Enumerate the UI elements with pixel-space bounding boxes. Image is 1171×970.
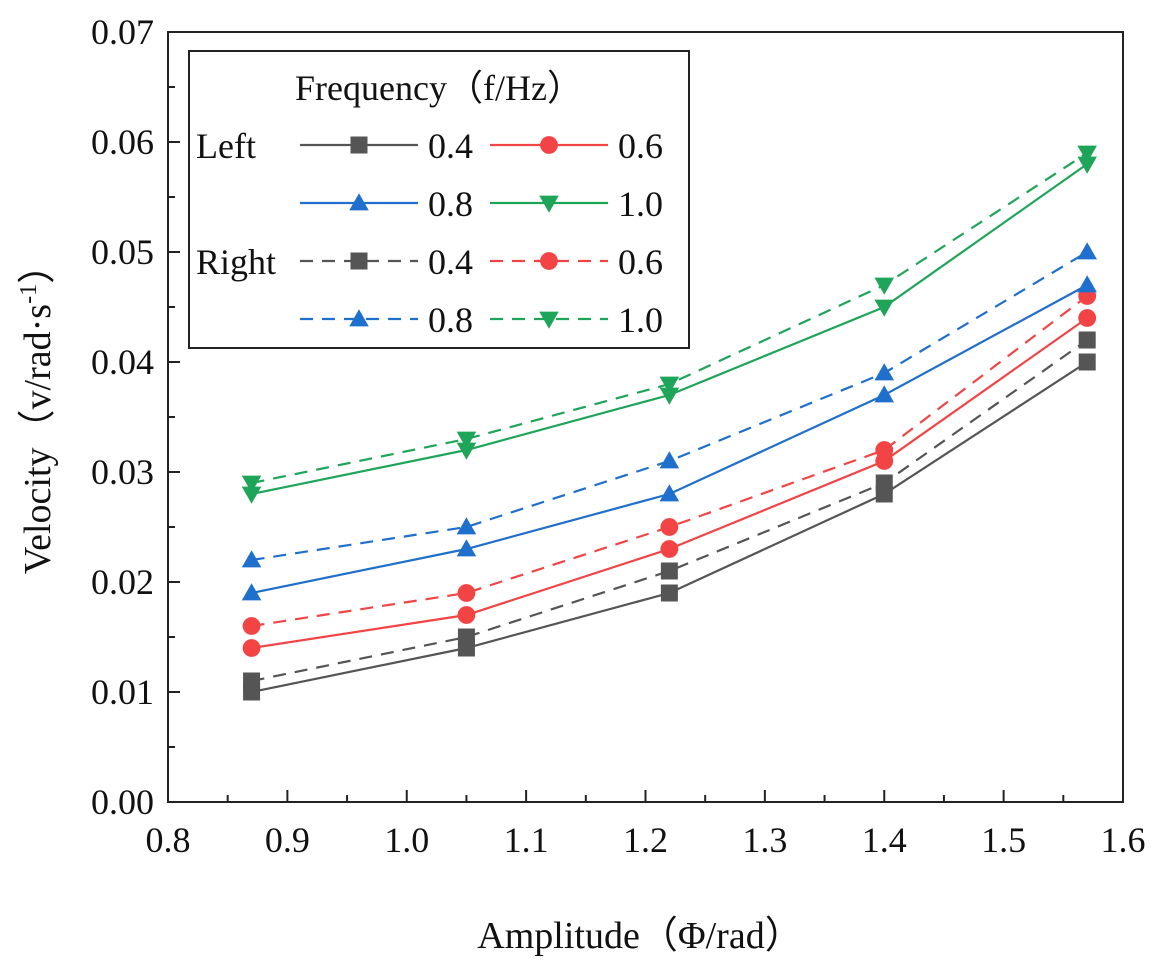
x-tick-label: 1.6 — [1101, 820, 1146, 860]
data-point — [457, 639, 475, 657]
series-right-1-0 — [241, 145, 1097, 493]
legend-label: 0.6 — [618, 242, 663, 282]
data-point — [1077, 242, 1097, 260]
x-tick-label: 0.9 — [265, 820, 310, 860]
y-tick-label: 0.05 — [91, 232, 154, 272]
series-left-0-4 — [243, 353, 1096, 701]
data-point — [1078, 309, 1097, 327]
data-point — [241, 486, 262, 504]
data-point — [456, 442, 477, 460]
data-point — [457, 606, 476, 624]
data-point — [456, 431, 477, 449]
axes: 0.8 0.9 1.0 1.1 1.2 1.3 1.4 1.5 1.6 0.00 0.01 0.02 0… — [91, 12, 1146, 860]
data-point — [874, 277, 895, 295]
legend-entry-left-0-4: 0.4 — [300, 126, 473, 166]
series-left-0-8 — [241, 275, 1097, 601]
data-point — [1078, 331, 1096, 349]
data-point — [659, 376, 680, 394]
y-tick-label: 0.01 — [91, 672, 154, 712]
data-point — [241, 583, 262, 601]
legend-marker — [349, 309, 369, 327]
data-point — [1078, 353, 1096, 371]
data-point — [660, 540, 679, 558]
legend-entry-left-0-8: 0.8 — [300, 184, 473, 224]
x-tick-label: 1.5 — [981, 820, 1026, 860]
legend-entry-right-0-4: 0.4 — [300, 242, 473, 282]
x-tick-label: 1.4 — [862, 820, 907, 860]
legend-marker — [540, 136, 558, 154]
series-right-0-8 — [241, 242, 1097, 568]
data-point — [660, 584, 678, 602]
y-tick-label: 0.07 — [91, 12, 154, 52]
x-tick-label: 1.1 — [504, 820, 549, 860]
data-point — [242, 639, 261, 657]
legend-marker — [350, 136, 368, 154]
data-point — [457, 584, 476, 602]
y-tick-label: 0.03 — [91, 452, 154, 492]
y-tick-label: 0.04 — [91, 342, 154, 382]
data-point — [874, 299, 895, 317]
data-point — [241, 475, 262, 493]
x-tick-label: 1.3 — [742, 820, 787, 860]
data-point — [660, 518, 679, 536]
legend-group-right: Right — [196, 242, 276, 282]
legend-group-left: Left — [196, 126, 256, 166]
y-axis-title-end: ） — [17, 246, 59, 284]
data-point — [875, 452, 894, 470]
data-point — [874, 363, 895, 381]
legend-entry-right-0-6: 0.6 — [490, 242, 663, 282]
legend: Frequency（f/Hz） Left Right 0.4 0.6 0.8 1.0 0.4 0… — [188, 50, 690, 349]
legend-marker — [540, 252, 558, 270]
y-axis-title: Velocity（v/rad·s-1） — [16, 246, 59, 574]
legend-entry-left-1-0: 1.0 — [490, 184, 663, 224]
data-point — [1077, 275, 1097, 293]
legend-entry-right-1-0: 1.0 — [490, 300, 663, 340]
data-point — [659, 451, 680, 469]
data-point — [875, 485, 893, 503]
y-axis-title-superscript: -1 — [16, 284, 42, 304]
data-point — [660, 562, 678, 580]
legend-label: 1.0 — [618, 300, 663, 340]
data-point — [241, 550, 262, 568]
data-point — [659, 484, 680, 502]
legend-entry-left-0-6: 0.6 — [490, 126, 663, 166]
legend-label: 0.4 — [428, 126, 473, 166]
legend-marker — [350, 252, 368, 270]
legend-label: 0.8 — [428, 300, 473, 340]
legend-marker — [539, 311, 559, 329]
series-left-1-0 — [241, 156, 1097, 504]
legend-marker — [539, 195, 559, 213]
data-point — [242, 617, 261, 635]
legend-label: 0.6 — [618, 126, 663, 166]
y-axis-title-main: Velocity（v/rad·s — [17, 304, 59, 574]
x-axis-title: Amplitude（Φ/rad） — [477, 915, 802, 957]
data-point — [456, 517, 477, 535]
data-point — [1077, 145, 1097, 163]
legend-label: 1.0 — [618, 184, 663, 224]
data-point — [243, 683, 261, 701]
legend-entry-right-0-8: 0.8 — [300, 300, 473, 340]
y-tick-label: 0.00 — [91, 782, 154, 822]
legend-label: 0.4 — [428, 242, 473, 282]
x-tick-label: 1.0 — [384, 820, 429, 860]
legend-label: 0.8 — [428, 184, 473, 224]
data-point — [874, 385, 895, 403]
y-tick-label: 0.02 — [91, 562, 154, 602]
x-tick-label: 0.8 — [146, 820, 191, 860]
legend-box — [188, 50, 690, 349]
x-tick-label: 1.2 — [623, 820, 668, 860]
series-left-0-6 — [242, 309, 1097, 657]
legend-title: Frequency（f/Hz） — [295, 68, 583, 108]
data-point — [456, 539, 477, 557]
data-point — [659, 387, 680, 405]
series-layer — [241, 145, 1097, 701]
y-tick-label: 0.06 — [91, 122, 154, 162]
legend-marker — [349, 193, 369, 211]
data-point — [1077, 156, 1097, 174]
